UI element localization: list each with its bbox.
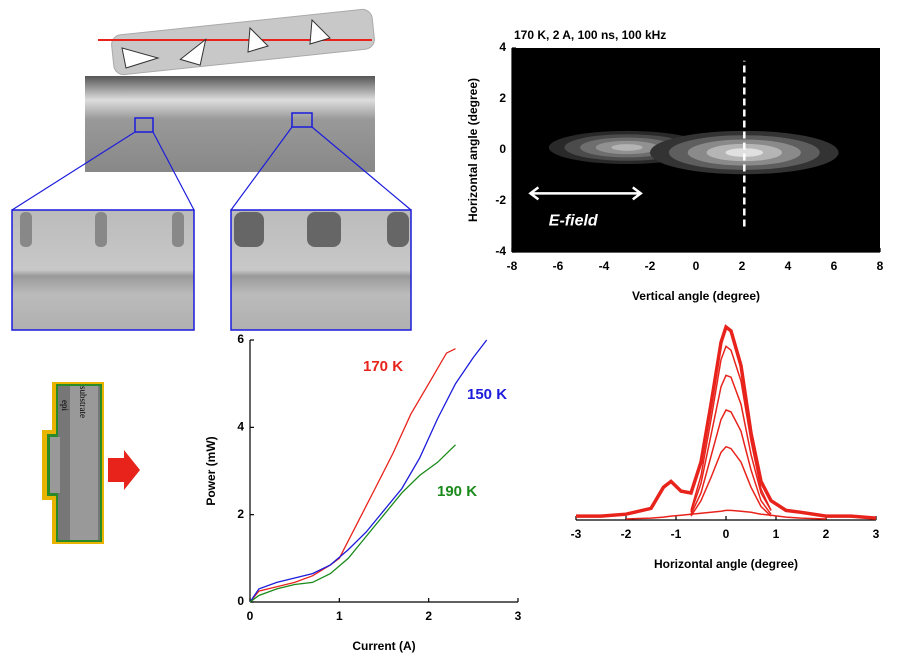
data-line: [249, 348, 456, 603]
x-tick-label: -6: [553, 259, 564, 273]
y-tick-label: -4: [495, 244, 506, 258]
x-tick-label: 3: [515, 609, 522, 623]
zoom-marker: [291, 112, 313, 128]
x-tick-label: 0: [247, 609, 254, 623]
x-axis-label: Vertical angle (degree): [632, 289, 760, 303]
y-tick-label: 0: [499, 142, 506, 156]
x-tick-label: -2: [621, 527, 632, 541]
y-axis-label: Power (mW): [204, 436, 218, 505]
grating-schematic: [98, 8, 375, 76]
sem-image: [85, 76, 375, 172]
grating-teeth: [20, 212, 409, 247]
y-tick-label: 2: [499, 91, 506, 105]
zoom-lines: [11, 126, 412, 211]
x-tick-label: 1: [336, 609, 343, 623]
efield-arrow: [528, 186, 643, 201]
layer-label: epi: [60, 400, 70, 411]
x-tick-label: 4: [785, 259, 792, 273]
data-line: [249, 444, 456, 603]
x-tick-label: 0: [693, 259, 700, 273]
series-label: 170 K: [363, 358, 403, 375]
data-line: [690, 445, 772, 517]
series-label: 150 K: [467, 386, 507, 403]
x-tick-label: -4: [599, 259, 610, 273]
y-tick-label: 4: [237, 420, 244, 434]
series-label: 190 K: [437, 483, 477, 500]
x-tick-label: -8: [507, 259, 518, 273]
y-tick-label: 2: [237, 507, 244, 521]
data-line: [576, 324, 877, 520]
x-tick-label: 2: [823, 527, 830, 541]
intensity-contour: [725, 148, 764, 157]
x-tick-label: -2: [645, 259, 656, 273]
x-tick-label: 2: [739, 259, 746, 273]
y-tick-label: 0: [237, 594, 244, 608]
chart-title: 170 K, 2 A, 100 ns, 100 kHz: [514, 28, 666, 42]
x-tick-label: -3: [571, 527, 582, 541]
y-tick-label: -2: [495, 193, 506, 207]
data-line: [690, 345, 772, 511]
x-tick-label: 3: [873, 527, 880, 541]
data-line: [690, 409, 772, 515]
x-tick-label: 2: [425, 609, 432, 623]
x-tick-label: 8: [877, 259, 884, 273]
device-schematic: epi substrate: [42, 382, 140, 544]
y-tick-label: 6: [237, 332, 244, 346]
data-line: [690, 374, 772, 513]
x-tick-label: 1: [773, 527, 780, 541]
data-line: [625, 509, 827, 520]
x-tick-label: 6: [831, 259, 838, 273]
data-line: [249, 339, 488, 603]
x-tick-label: -1: [671, 527, 682, 541]
zoom-marker: [134, 117, 154, 133]
intensity-contour: [611, 144, 643, 151]
x-axis-label: Current (A): [352, 639, 415, 653]
y-tick-label: 4: [499, 40, 506, 54]
x-axis-label: Horizontal angle (degree): [654, 557, 798, 571]
annotation: E-field: [549, 213, 599, 230]
y-axis-label: Horizontal angle (degree): [466, 78, 480, 222]
x-tick-label: 0: [723, 527, 730, 541]
layer-label: substrate: [78, 386, 88, 418]
